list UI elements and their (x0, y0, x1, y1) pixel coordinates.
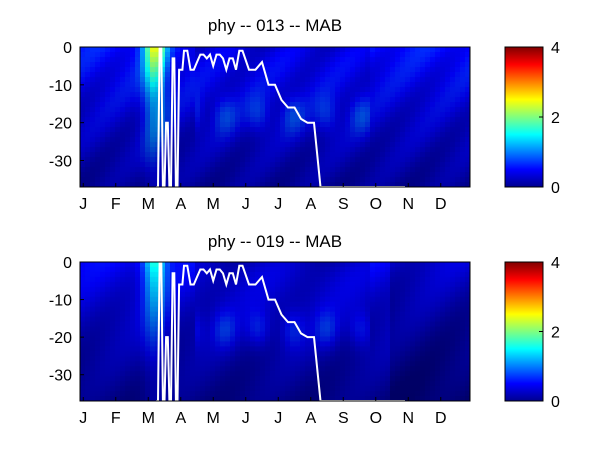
x-tick-label: J (274, 196, 282, 213)
x-tick-label: S (338, 196, 349, 213)
y-tick-labels-2: 0 -10 -20 -30 (49, 255, 84, 385)
y-tick-labels-1: 0 -10 -20 -30 (49, 40, 84, 171)
chart-panel-1: phy -- 013 -- MAB 0 -10 -20 -30 J F M A M J J A S O N… (49, 16, 560, 213)
plot-frame-1 (79, 46, 471, 188)
colorbar-2 (504, 261, 544, 402)
y-tick-label: -30 (49, 154, 72, 171)
series-line-2 (156, 262, 405, 401)
y-tick-label: -30 (49, 368, 72, 385)
x-tick-label: S (338, 410, 349, 427)
colorbar-tick-label: 4 (551, 255, 560, 272)
plot-area-2 (80, 262, 470, 401)
colorbar-tick-label: 2 (551, 110, 560, 127)
y-tick-label: -10 (49, 293, 72, 310)
colorbar-tick-label: 0 (551, 180, 560, 197)
x-tick-label: J (242, 196, 250, 213)
x-tick-label: D (435, 196, 447, 213)
y-tick-label: 0 (63, 255, 72, 272)
x-tick-label: F (111, 196, 121, 213)
x-tick-label: F (111, 410, 121, 427)
x-tick-label: J (79, 410, 87, 427)
chart-title-2: phy -- 019 -- MAB (208, 232, 342, 251)
x-tick-label: M (207, 410, 220, 427)
y-tick-label: -10 (49, 78, 72, 95)
x-tick-label: A (175, 410, 186, 427)
colorbar-1 (504, 46, 544, 188)
x-tick-label: M (207, 196, 220, 213)
colorbar-tick-label: 2 (551, 325, 560, 342)
x-tick-label: O (370, 196, 382, 213)
x-tick-label: J (79, 196, 87, 213)
x-tick-label: D (435, 410, 447, 427)
x-tick-label: N (403, 196, 415, 213)
colorbar-tick-labels-1: 0 2 4 (539, 40, 560, 197)
chart-panel-2: phy -- 019 -- MAB 0 -10 -20 -30 J F M A M J J A S O N… (49, 232, 560, 427)
x-tick-label: M (142, 196, 155, 213)
chart-title-1: phy -- 013 -- MAB (208, 16, 342, 35)
y-tick-label: -20 (49, 330, 72, 347)
x-tick-label: J (242, 410, 250, 427)
x-tick-label: J (274, 410, 282, 427)
x-tick-label: A (175, 196, 186, 213)
series-line-1 (156, 47, 405, 187)
x-tick-label: O (370, 410, 382, 427)
plot-frame-2 (79, 261, 471, 402)
plot-area-1 (80, 47, 470, 187)
x-tick-label: N (403, 410, 415, 427)
x-tick-label: M (142, 410, 155, 427)
y-tick-label: 0 (63, 40, 72, 57)
colorbar-tick-labels-2: 0 2 4 (539, 255, 560, 411)
y-tick-label: -20 (49, 116, 72, 133)
colorbar-tick-label: 4 (551, 40, 560, 57)
x-tick-label: A (305, 196, 316, 213)
x-tick-label: A (305, 410, 316, 427)
colorbar-tick-label: 0 (551, 394, 560, 411)
